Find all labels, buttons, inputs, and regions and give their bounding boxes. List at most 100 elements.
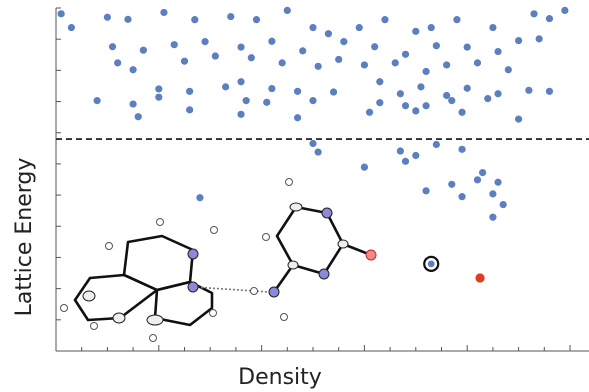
data-point xyxy=(155,93,163,101)
data-point xyxy=(458,193,466,201)
data-point xyxy=(114,59,122,67)
molecule-atoms xyxy=(60,178,377,342)
data-point xyxy=(299,47,307,55)
data-point xyxy=(196,194,204,202)
data-point xyxy=(453,16,461,24)
data-point xyxy=(381,16,389,24)
y-axis-ticks xyxy=(56,7,61,352)
data-point xyxy=(139,46,147,54)
data-point xyxy=(494,178,502,186)
plot-frame xyxy=(55,7,589,352)
x-axis-ticks xyxy=(55,345,571,351)
data-point xyxy=(473,59,482,67)
data-point xyxy=(186,87,194,95)
data-point xyxy=(329,88,338,96)
data-point xyxy=(443,91,451,100)
data-point xyxy=(108,43,117,51)
data-point xyxy=(365,108,374,116)
data-point xyxy=(463,84,471,92)
data-point xyxy=(422,187,430,195)
data-point xyxy=(186,106,194,114)
data-point xyxy=(160,8,168,17)
data-point xyxy=(499,200,507,209)
data-point xyxy=(57,10,65,18)
data-point xyxy=(515,36,523,45)
data-points xyxy=(57,6,569,283)
data-point xyxy=(129,66,137,74)
data-point xyxy=(412,151,420,160)
data-point xyxy=(237,43,245,51)
data-point xyxy=(458,108,466,116)
data-point xyxy=(211,52,219,60)
data-point xyxy=(458,145,466,153)
x-axis-label: Density xyxy=(238,365,322,390)
data-point xyxy=(314,62,322,70)
data-point xyxy=(293,114,302,122)
data-point xyxy=(515,115,523,123)
data-point xyxy=(479,169,487,177)
data-point xyxy=(417,83,425,91)
data-point xyxy=(263,98,271,106)
data-point xyxy=(201,38,209,46)
data-point xyxy=(170,41,178,49)
data-point xyxy=(412,27,420,35)
data-point xyxy=(293,87,302,95)
data-point xyxy=(401,102,410,110)
data-point xyxy=(396,90,404,98)
data-point xyxy=(422,102,430,110)
data-point xyxy=(324,30,333,38)
data-point xyxy=(401,157,410,165)
data-point xyxy=(103,13,111,21)
data-point xyxy=(237,110,245,118)
data-point xyxy=(463,43,471,51)
data-point xyxy=(396,147,404,155)
data-point xyxy=(67,23,76,32)
data-point xyxy=(191,16,199,24)
data-point xyxy=(355,23,363,32)
data-point xyxy=(545,15,554,23)
data-point xyxy=(494,47,502,56)
molecule-structure-illustration xyxy=(60,178,377,342)
data-point xyxy=(489,23,497,32)
data-point xyxy=(412,107,420,115)
data-point xyxy=(129,100,137,108)
data-point xyxy=(489,190,497,198)
data-point xyxy=(448,97,456,105)
acridine-molecule xyxy=(73,234,214,327)
data-point xyxy=(124,15,132,23)
data-point xyxy=(530,10,538,18)
data-point xyxy=(535,35,543,43)
data-point xyxy=(309,23,317,32)
data-point xyxy=(134,113,142,121)
data-point xyxy=(222,83,230,91)
data-point xyxy=(427,23,435,32)
data-point xyxy=(335,55,343,64)
data-point xyxy=(525,86,533,94)
data-point xyxy=(227,12,235,21)
data-point xyxy=(504,66,512,74)
data-point xyxy=(309,97,317,105)
data-point xyxy=(494,90,502,98)
data-point xyxy=(314,148,322,156)
data-point xyxy=(448,180,456,188)
data-point xyxy=(432,140,440,149)
data-point xyxy=(473,176,482,184)
data-point xyxy=(309,139,317,148)
data-point xyxy=(268,85,276,93)
data-point xyxy=(443,61,451,69)
data-point xyxy=(180,57,189,65)
data-point xyxy=(242,97,250,105)
highlight-point-red xyxy=(475,273,485,283)
data-point xyxy=(237,78,245,86)
data-point xyxy=(252,16,261,24)
data-point xyxy=(484,94,492,103)
data-point xyxy=(545,87,554,95)
highlight-point xyxy=(427,260,435,268)
y-axis-label: Lattice Energy xyxy=(12,158,37,317)
data-point xyxy=(371,43,379,51)
data-point xyxy=(278,59,286,67)
data-point xyxy=(376,78,384,86)
data-point xyxy=(376,99,384,107)
data-point xyxy=(422,67,430,76)
